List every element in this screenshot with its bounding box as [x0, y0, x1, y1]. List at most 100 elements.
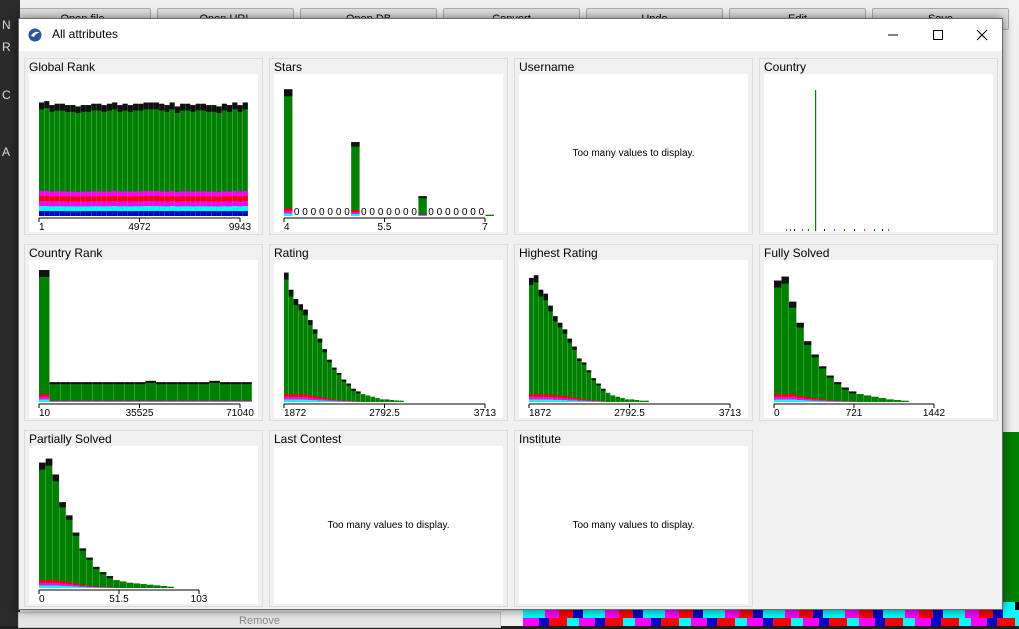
panel-title: Username: [519, 60, 574, 74]
histogram-noise-bar: [790, 229, 791, 231]
histogram-bar: [327, 360, 332, 402]
x-tick-label: 71040: [226, 408, 254, 418]
histogram-noise-bar: [864, 229, 865, 231]
histogram-bar: [206, 105, 211, 216]
histogram-bar: [308, 320, 313, 402]
histogram-bar: [133, 104, 138, 216]
histogram-bar: [70, 105, 75, 216]
histogram-bar: [857, 394, 864, 402]
x-tick-label: 0: [774, 408, 780, 418]
title-bar[interactable]: All attributes: [19, 19, 1002, 51]
maximize-button[interactable]: [915, 19, 960, 51]
histogram-bar: [587, 370, 592, 402]
histogram-bar: [486, 215, 494, 216]
histogram-bar: [815, 90, 816, 231]
panel-title: Fully Solved: [764, 246, 829, 260]
histogram-bar: [217, 106, 222, 216]
histogram-bar: [346, 384, 351, 402]
zero-count-label: 0: [327, 207, 333, 218]
histogram-bar: [591, 378, 596, 402]
histogram-noise-bar: [824, 229, 825, 231]
zero-count-label: 0: [294, 207, 300, 218]
histogram-bar: [322, 349, 327, 402]
panel-title: Institute: [519, 432, 561, 446]
histogram-bar: [128, 105, 133, 216]
zero-count-label: 0: [369, 207, 375, 218]
histogram-bar: [620, 398, 625, 402]
histogram-bar: [337, 373, 342, 402]
histogram-bar: [351, 142, 359, 216]
histogram-bar: [243, 102, 248, 216]
histogram-bar: [144, 102, 149, 216]
background-letter: N: [2, 18, 11, 32]
x-tick-label: 9943: [229, 222, 252, 232]
minimize-button[interactable]: [870, 19, 915, 51]
histogram-bar: [380, 399, 385, 402]
maximize-icon: [932, 29, 944, 41]
x-tick-label: 5.5: [378, 222, 392, 232]
panel-country[interactable]: Country: [759, 58, 998, 235]
histogram-bar: [107, 576, 114, 588]
histogram-bar: [124, 382, 134, 402]
background-letter: R: [2, 40, 11, 54]
histogram-bar: [238, 105, 243, 216]
histogram-bar: [44, 101, 49, 216]
histogram-bar: [71, 382, 81, 402]
histogram-bar: [394, 400, 399, 402]
histogram-bar: [154, 102, 159, 216]
x-tick-label: 4972: [128, 222, 151, 232]
histogram-bar: [827, 376, 834, 402]
panel-title: Highest Rating: [519, 246, 598, 260]
x-tick-label: 1872: [529, 408, 552, 418]
histogram-bar: [887, 399, 894, 402]
histogram-bar: [303, 310, 308, 402]
histogram-noise-bar: [794, 229, 795, 231]
histogram-bar: [615, 397, 620, 402]
histogram-bar: [100, 572, 107, 588]
zero-count-label: 0: [470, 207, 476, 218]
histogram-bar: [611, 395, 616, 402]
histogram-bar: [86, 558, 93, 588]
zero-count-label: 0: [445, 207, 451, 218]
panel-last-contest[interactable]: Last Contest Too many values to display.: [269, 430, 508, 607]
panel-username[interactable]: Username Too many values to display.: [514, 58, 753, 235]
minimize-icon: [887, 29, 899, 41]
panel-institute[interactable]: Institute Too many values to display.: [514, 430, 753, 607]
histogram-bar: [361, 394, 366, 402]
histogram-bar: [294, 299, 299, 402]
histogram-bar: [366, 395, 371, 402]
histogram-bar: [55, 104, 60, 216]
close-icon: [976, 29, 988, 41]
zero-count-label: 0: [411, 207, 417, 218]
histogram-bar: [92, 382, 102, 402]
histogram-bar: [375, 398, 380, 402]
histogram-bar: [582, 362, 587, 402]
x-tick-label: 4: [284, 222, 290, 232]
histogram-bar: [211, 105, 216, 216]
histogram-bar: [553, 316, 558, 402]
histogram-bar: [60, 104, 65, 216]
histogram-bar: [117, 105, 122, 216]
zero-count-label: 0: [437, 207, 443, 218]
histogram-bar: [630, 399, 635, 402]
histogram-bar: [797, 323, 804, 402]
histogram-bar: [370, 397, 375, 402]
histogram-bar: [625, 399, 630, 402]
histogram-institute: Too many values to display.: [519, 446, 748, 604]
close-button[interactable]: [959, 19, 1004, 51]
